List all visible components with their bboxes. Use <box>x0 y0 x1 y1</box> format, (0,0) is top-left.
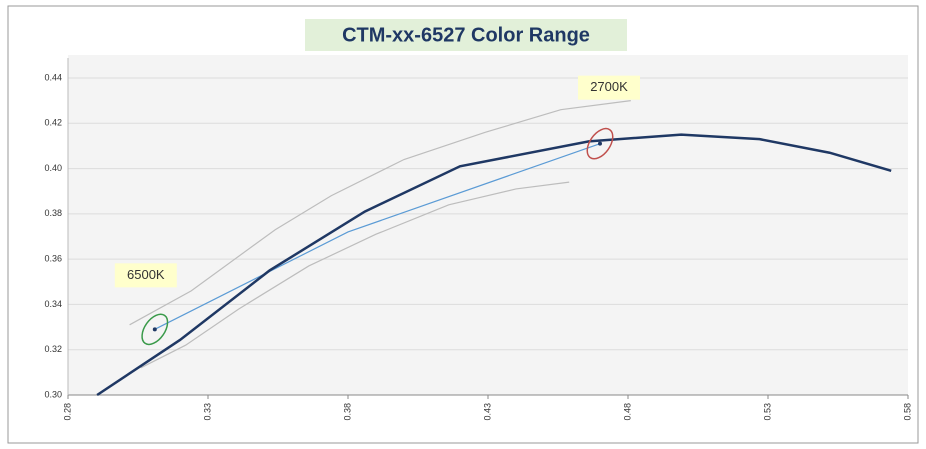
y-tick-label: 0.42 <box>44 118 62 128</box>
series-line <box>140 181 570 369</box>
annotation-point <box>152 327 157 332</box>
annotation-label: 6500K <box>127 267 165 282</box>
y-tick-label: 0.30 <box>44 389 62 399</box>
x-tick-label: 0.48 <box>622 403 632 421</box>
series-line <box>154 143 601 330</box>
x-tick-label: 0.38 <box>342 403 352 421</box>
annotation-ellipse <box>586 127 614 160</box>
x-tick-label: 0.53 <box>762 403 772 421</box>
x-tick-label: 0.43 <box>482 403 492 421</box>
annotation-box <box>114 263 177 288</box>
series-line <box>96 133 892 397</box>
annotation-point <box>598 141 602 146</box>
y-tick-label: 0.34 <box>44 299 62 309</box>
annotation-box <box>578 75 640 100</box>
annotation-label: 2700K <box>590 79 628 94</box>
chart-title: CTM-xx-6527 Color Range <box>342 24 590 46</box>
x-tick-label: 0.28 <box>62 403 72 421</box>
y-tick-label: 0.32 <box>44 344 62 354</box>
x-tick-label: 0.33 <box>202 403 212 421</box>
title-box <box>305 19 627 51</box>
plot-area <box>68 55 908 395</box>
y-tick-label: 0.40 <box>44 163 62 173</box>
y-tick-label: 0.36 <box>44 254 62 264</box>
y-tick-label: 0.44 <box>44 72 62 82</box>
series-line <box>129 100 631 326</box>
annotation-ellipse <box>141 313 169 346</box>
x-tick-label: 0.58 <box>902 403 912 421</box>
y-tick-label: 0.38 <box>44 208 62 218</box>
